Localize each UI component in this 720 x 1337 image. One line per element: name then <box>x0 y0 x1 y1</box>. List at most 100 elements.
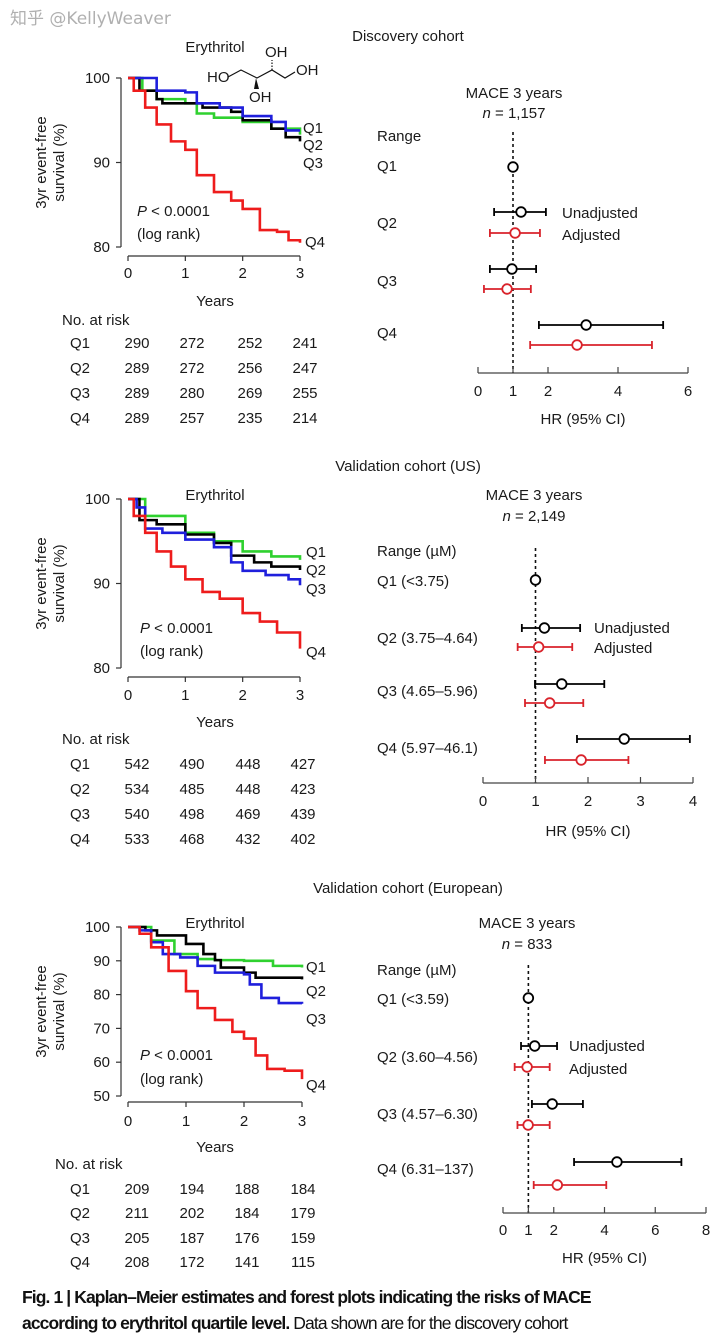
risk-value: 485 <box>179 781 204 798</box>
cohort-title: Validation cohort (US) <box>335 458 481 475</box>
km-curve-q2 <box>128 925 304 980</box>
unadjusted-hr-point <box>529 574 542 586</box>
unadjusted-hr-point <box>580 319 592 331</box>
x-tick-label: 2 <box>550 1222 558 1239</box>
series-label-q2: Q2 <box>303 137 323 154</box>
forest-title: MACE 3 years <box>466 85 563 102</box>
km-curve-q2 <box>128 76 302 142</box>
x-tick-label: 2 <box>238 687 246 704</box>
km-curve-q3 <box>128 76 300 132</box>
adjusted-hr-point <box>543 697 556 709</box>
chart-title: Erythritol <box>185 39 244 56</box>
risk-value: 498 <box>179 806 204 823</box>
legend-unadjusted: Unadjusted <box>594 620 670 637</box>
risk-value: 448 <box>235 756 260 773</box>
risk-value: 211 <box>125 1205 149 1222</box>
risk-value: 255 <box>292 385 317 402</box>
forest-row: Q4 (6.31–137) <box>377 1156 683 1191</box>
risk-row-label: Q3 <box>70 385 90 402</box>
y-tick-label: 80 <box>93 987 110 1004</box>
p-value-text: < 0.0001 <box>150 1047 213 1064</box>
adjusted-hr-point <box>532 641 545 653</box>
forest-row: Q4 (5.97–46.1) <box>377 733 691 766</box>
x-tick-label: 2 <box>584 793 592 810</box>
forest-panel: MACE 3 years n = 833 Range (µM) 0 1 2 4 6 8 HR (9… <box>377 915 710 1267</box>
y-tick-label: 90 <box>93 953 110 970</box>
risk-table-row: Q4 289 257 235 214 <box>70 410 318 427</box>
series-label-q1: Q1 <box>306 959 326 976</box>
series-label-q2: Q2 <box>306 562 326 579</box>
series-label-q3: Q3 <box>306 581 326 598</box>
risk-value: 208 <box>124 1254 149 1271</box>
x-tick-label: 0 <box>479 793 487 810</box>
risk-table-row: Q1 290 272 252 241 <box>70 335 318 352</box>
row-label: Q2 <box>377 215 397 232</box>
sample-size: n = 833 <box>502 936 552 953</box>
x-tick-label: 4 <box>689 793 697 810</box>
risk-value: 423 <box>290 781 315 798</box>
molecule-label-oh: OH <box>249 89 272 106</box>
risk-value: 194 <box>179 1181 204 1198</box>
risk-row-label: Q2 <box>70 360 90 377</box>
km-panel: Discovery cohort Erythritol 80 90 100 3yr eve… <box>33 28 465 427</box>
n-symbol: n <box>483 105 491 122</box>
series-label-q1: Q1 <box>306 544 326 561</box>
y-tick-label: 100 <box>85 491 110 508</box>
forest-row: Q3 (4.65–5.96) <box>377 678 606 709</box>
x-tick-label: 1 <box>181 687 189 704</box>
p-value-annotation: P < 0.0001 <box>137 203 210 220</box>
erythritol-structure: HO OH OH OH <box>207 44 319 106</box>
adjusted-hr-point <box>575 754 587 766</box>
chart-title: Erythritol <box>185 915 244 932</box>
risk-row-label: Q3 <box>70 806 90 823</box>
unadjusted-hr-point <box>556 678 568 690</box>
y-tick-label: 90 <box>93 155 110 172</box>
risk-value: 427 <box>290 756 315 773</box>
y-tick-label: 100 <box>85 919 110 936</box>
risk-table-row: Q1 209 194 188 184 <box>70 1181 316 1198</box>
row-label: Q1 <box>377 158 397 175</box>
unadjusted-hr-point <box>538 622 551 634</box>
series-label-q4: Q4 <box>306 644 326 661</box>
n-value: = 833 <box>510 936 552 953</box>
x-tick-label: 2 <box>240 1113 248 1130</box>
row-label: Q1 (<3.75) <box>377 573 449 590</box>
x-tick-label: 1 <box>524 1222 532 1239</box>
x-axis-label: HR (95% CI) <box>540 411 625 428</box>
x-tick-label: 3 <box>298 1113 306 1130</box>
risk-table-row: Q3 205 187 176 159 <box>70 1230 316 1247</box>
series-label-q4: Q4 <box>306 1077 326 1094</box>
series-label-q3: Q3 <box>306 1011 326 1028</box>
km-curve-q3 <box>128 497 302 586</box>
x-tick-label: 0 <box>124 265 132 282</box>
x-axis-label: Years <box>196 1139 234 1156</box>
row-label: Q4 (5.97–46.1) <box>377 740 478 757</box>
risk-value: 269 <box>237 385 262 402</box>
molecule-label-oh: OH <box>296 62 319 79</box>
y-tick-label: 70 <box>93 1020 110 1037</box>
x-tick-label: 1 <box>531 793 539 810</box>
y-tick-label: 100 <box>85 70 110 87</box>
risk-table-title: No. at risk <box>55 1156 123 1173</box>
x-tick-label: 3 <box>296 265 304 282</box>
sample-size: n = 1,157 <box>483 105 546 122</box>
risk-value: 205 <box>124 1230 149 1247</box>
risk-value: 289 <box>124 410 149 427</box>
caption-text: Data shown are for the discovery cohort <box>289 1313 568 1333</box>
range-header: Range (µM) <box>377 962 457 979</box>
risk-row-label: Q4 <box>70 1254 90 1271</box>
forest-row: Q3 (4.57–6.30) <box>377 1098 584 1131</box>
cohort-title: Validation cohort (European) <box>313 880 503 897</box>
unadjusted-hr-point <box>507 161 519 173</box>
risk-value: 289 <box>124 360 149 377</box>
forest-row: Q2 (3.60–4.56) <box>377 1040 558 1073</box>
unadjusted-hr-point <box>522 992 535 1004</box>
risk-row-label: Q2 <box>70 781 90 798</box>
x-tick-label: 2 <box>544 383 552 400</box>
caption-line-2: according to erythritol quartile level. … <box>22 1313 712 1334</box>
y-tick-label: 50 <box>93 1088 110 1105</box>
series-label-q1: Q1 <box>303 120 323 137</box>
risk-value: 534 <box>124 781 149 798</box>
y-tick-label: 80 <box>93 660 110 677</box>
p-symbol: P <box>137 203 147 220</box>
